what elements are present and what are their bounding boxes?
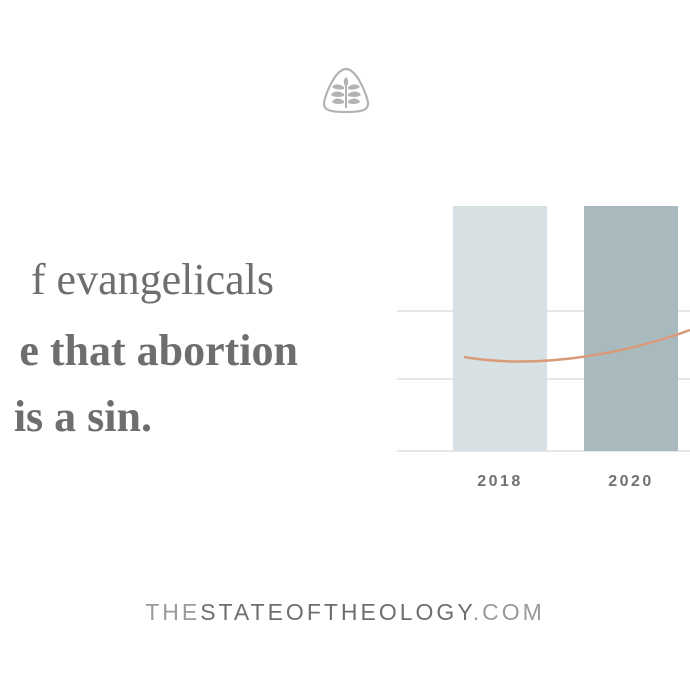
footer-url: THESTATEOFTHEOLOGY.COM [0,599,690,626]
chart-x-tick-labels: 2018 2020 [477,473,654,490]
ligonier-tree-icon [322,67,370,114]
footer-url-suffix: .COM [472,599,545,625]
footer-url-prefix: THE [145,599,201,625]
headline-line-3: is a sin. [13,392,152,441]
bar-2020 [584,206,678,451]
footer-url-domain: STATEOFTHEOLOGY [200,599,473,625]
bar-2018 [453,206,547,451]
trend-line [463,328,690,363]
chart-bars [453,206,678,451]
x-tick-label-2020: 2020 [608,473,654,490]
headline-line-2: e that abortion [19,326,298,375]
headline-line-1: f evangelicals [30,255,274,304]
x-tick-label-2018: 2018 [477,473,523,490]
